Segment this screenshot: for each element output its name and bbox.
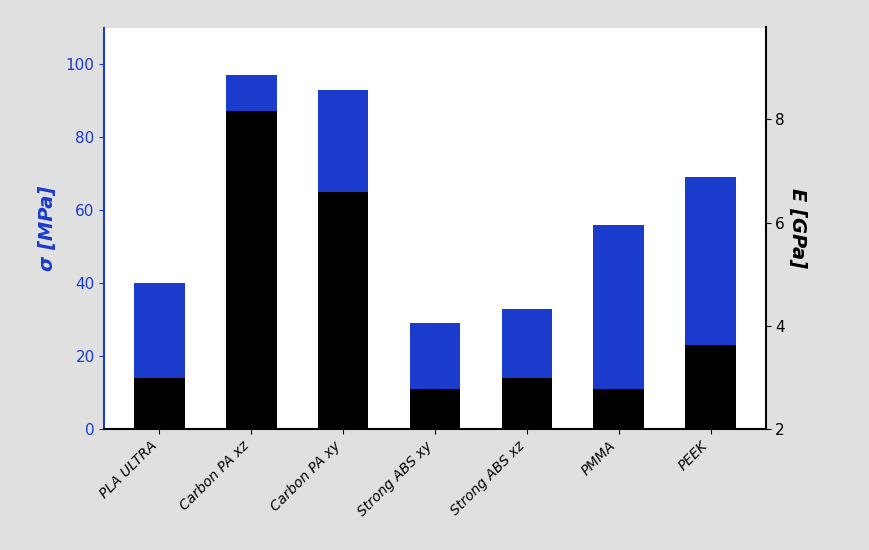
Y-axis label: E [GPa]: E [GPa] [787,188,806,268]
Bar [685,177,735,429]
Bar [685,345,735,429]
Bar [317,90,368,429]
Bar [501,378,552,429]
Bar [134,378,184,429]
Bar [593,224,643,429]
Bar [409,389,460,429]
Y-axis label: σ [MPa]: σ [MPa] [38,186,57,271]
Bar [226,112,276,429]
Bar [317,192,368,429]
Bar [409,323,460,429]
Bar [593,389,643,429]
Bar [134,283,184,429]
Bar [501,309,552,429]
Bar [226,75,276,429]
